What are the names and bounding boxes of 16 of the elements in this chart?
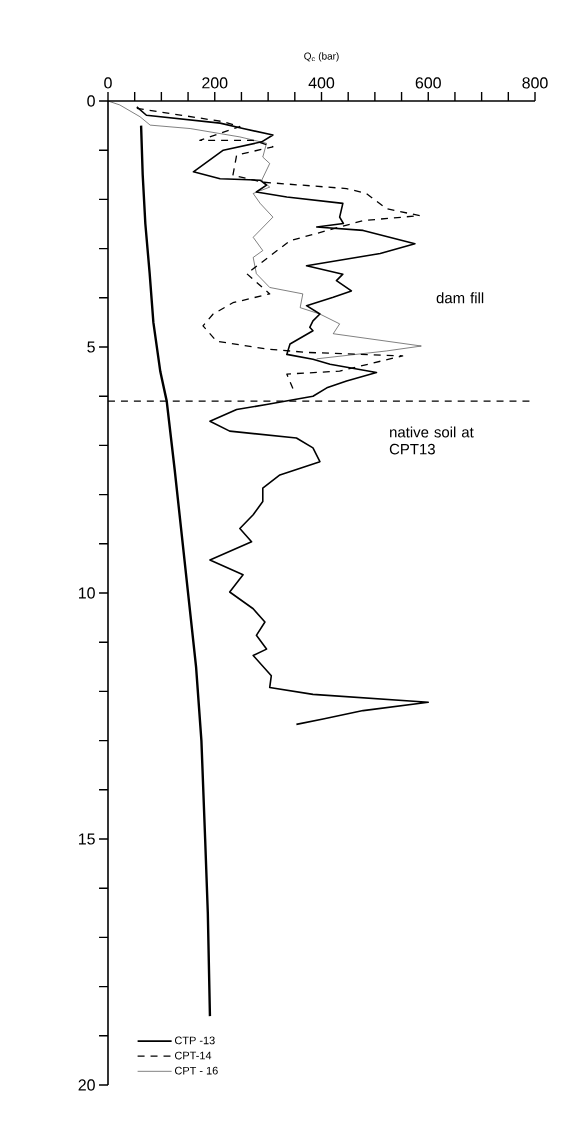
x-tick-label: 400 bbox=[308, 77, 335, 89]
y-tick-label: 5 bbox=[87, 341, 95, 353]
y-tick-label: 15 bbox=[79, 833, 95, 845]
x-tick-label: 600 bbox=[415, 77, 441, 89]
legend-label: CPT - 16 bbox=[174, 1066, 218, 1075]
annotation: dam fill bbox=[436, 292, 484, 304]
x-tick-label: 200 bbox=[202, 77, 228, 89]
x-tick-label: 0 bbox=[104, 77, 112, 89]
y-tick-label: 20 bbox=[78, 1079, 95, 1091]
legend-label: CTP -13 bbox=[174, 1036, 215, 1045]
y-tick-label: 10 bbox=[79, 587, 95, 599]
x-axis-title: Q$_{c}$ (bar) bbox=[304, 52, 339, 62]
annotation: native soil at CPT13 bbox=[389, 426, 474, 455]
y-tick-label: 0 bbox=[87, 95, 95, 107]
legend-label: CPT-14 bbox=[174, 1051, 212, 1060]
x-tick-label: 800 bbox=[522, 77, 548, 89]
